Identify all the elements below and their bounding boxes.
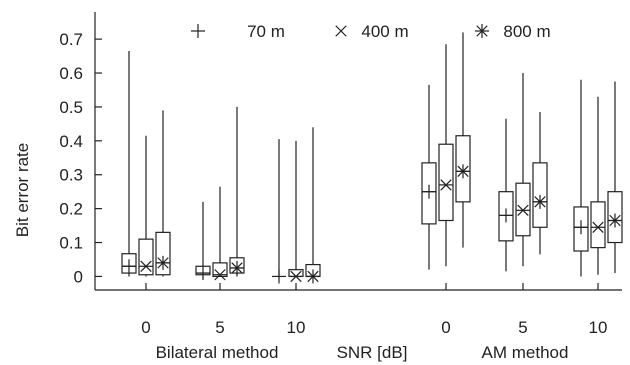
box-400m-snr10-g1 (590, 96, 606, 275)
box-iqr (590, 201, 606, 249)
x-tick-label: 0 (141, 318, 150, 337)
legend-label: 800 m (503, 22, 550, 41)
mean-marker-plus (499, 208, 513, 223)
mean-marker-star (456, 164, 470, 179)
box-400m-snr5-g0 (212, 186, 228, 281)
mean-marker-plus (272, 269, 286, 284)
x-axis-label: SNR [dB] (337, 343, 408, 362)
mean-marker-cross (214, 269, 226, 281)
box-800m-snr0-g1 (455, 32, 471, 248)
legend-item: 400 m (335, 22, 409, 41)
x-tick-label: 10 (287, 318, 306, 337)
box-70m-snr10-g0 (272, 139, 286, 284)
legend-item: 800 m (475, 22, 551, 41)
y-tick-label: 0.2 (59, 200, 83, 219)
mean-marker-star (230, 260, 244, 275)
mean-marker-plus (191, 24, 205, 38)
y-tick-label: 0 (74, 267, 83, 286)
mean-marker-star (306, 269, 320, 284)
box-iqr (155, 231, 171, 276)
legend: 70 m 400 m 800 m (191, 22, 551, 41)
box-400m-snr0-g0 (138, 135, 154, 277)
box-800m-snr5-g0 (229, 106, 245, 277)
group-label: AM method (482, 343, 569, 362)
x-tick-label: 10 (589, 318, 608, 337)
mean-marker-plus (196, 266, 210, 281)
y-tick-label: 0.3 (59, 166, 83, 185)
box-iqr (438, 143, 454, 222)
mean-marker-plus (574, 220, 588, 235)
box-70m-snr5-g1 (498, 118, 514, 272)
box-iqr (138, 238, 154, 276)
y-tick-label: 0.6 (59, 64, 83, 83)
box-400m-snr5-g1 (515, 73, 531, 267)
legend-item: 70 m (191, 22, 285, 41)
y-tick-label: 0.1 (59, 234, 83, 253)
mean-marker-star (156, 255, 170, 270)
y-axis-label: Bit error rate (13, 143, 32, 237)
mean-marker-cross (517, 204, 529, 217)
box-iqr (212, 262, 228, 278)
box-800m-snr0-g0 (155, 110, 171, 277)
box-70m-snr10-g1 (573, 79, 589, 277)
x-axis: 0 5 10 Bilateral method 0 5 10 AM method (141, 283, 607, 362)
box-70m-snr0-g1 (421, 84, 437, 270)
y-tick-label: 0.4 (59, 132, 83, 151)
y-tick-label: 0.7 (59, 30, 83, 49)
box-800m-snr10-g0 (305, 127, 321, 284)
box-iqr (288, 269, 304, 278)
mean-marker-cross (592, 221, 604, 233)
box-series (121, 32, 623, 284)
mean-marker-cross (290, 270, 302, 283)
y-tick-label: 0.5 (59, 98, 83, 117)
mean-marker-star (533, 194, 547, 209)
box-800m-snr10-g1 (607, 81, 623, 274)
box-400m-snr0-g1 (438, 44, 454, 267)
box-70m-snr5-g0 (195, 201, 211, 281)
legend-label: 400 m (361, 22, 408, 41)
group-label: Bilateral method (156, 343, 279, 362)
mean-marker-star (475, 24, 489, 38)
x-tick-label: 0 (441, 318, 450, 337)
y-axis: 0 0.1 0.2 0.3 0.4 0.5 0.6 0.7 (59, 30, 102, 286)
x-tick-label: 5 (518, 318, 527, 337)
mean-marker-cross (140, 260, 152, 272)
box-70m-snr0-g0 (121, 50, 137, 277)
mean-marker-plus (422, 184, 436, 199)
x-tick-label: 5 (215, 318, 224, 337)
mean-marker-cross (440, 179, 452, 191)
mean-marker-star (608, 213, 622, 228)
mean-marker-cross (335, 25, 347, 37)
mean-marker-plus (122, 259, 136, 274)
box-400m-snr10-g0 (288, 140, 304, 283)
legend-label: 70 m (247, 22, 285, 41)
box-800m-snr5-g1 (532, 112, 548, 255)
